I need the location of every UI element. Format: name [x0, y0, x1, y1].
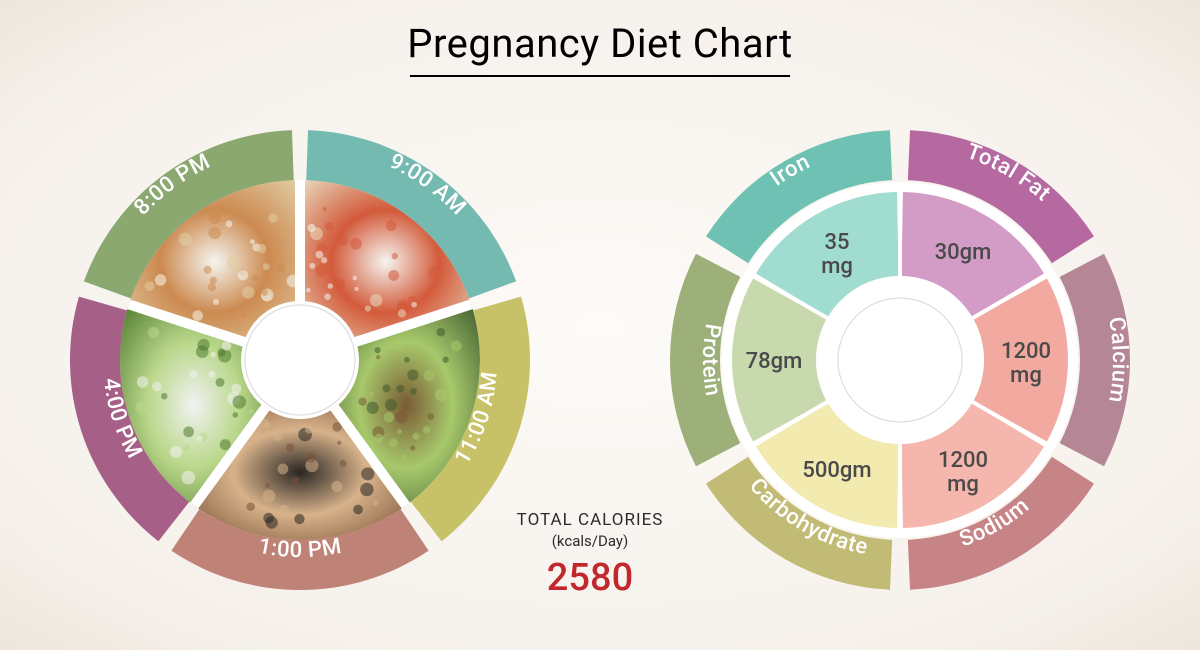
calories-label-2: (kcals/Day) [490, 532, 690, 550]
nutrient-value: 35mg [821, 230, 853, 279]
nutrient-value: 78gm [746, 349, 803, 374]
nutrient-value: 500gm [802, 458, 871, 483]
svg-text:Protein: Protein [697, 322, 725, 398]
total-calories: TOTAL CALORIES (kcals/Day) 2580 [490, 510, 690, 600]
chart-title: Pregnancy Diet Chart [0, 20, 1200, 67]
svg-text:Calcium: Calcium [1103, 315, 1132, 404]
meal-wheel: 9:00 AM11:00 AM1:00 PM4:00 PM8:00 PM [70, 130, 530, 590]
nutrient-value: 30gm [935, 240, 992, 265]
calories-label-1: TOTAL CALORIES [490, 510, 690, 530]
svg-text:1:00 PM: 1:00 PM [256, 534, 343, 563]
chart-stage: 9:00 AM11:00 AM1:00 PM4:00 PM8:00 PM Tot… [0, 130, 1200, 650]
nutrient-wheel: Total Fat30gmCalcium1200mgSodium1200mgCa… [670, 130, 1130, 590]
title-underline [410, 75, 790, 77]
calories-value: 2580 [490, 556, 690, 600]
